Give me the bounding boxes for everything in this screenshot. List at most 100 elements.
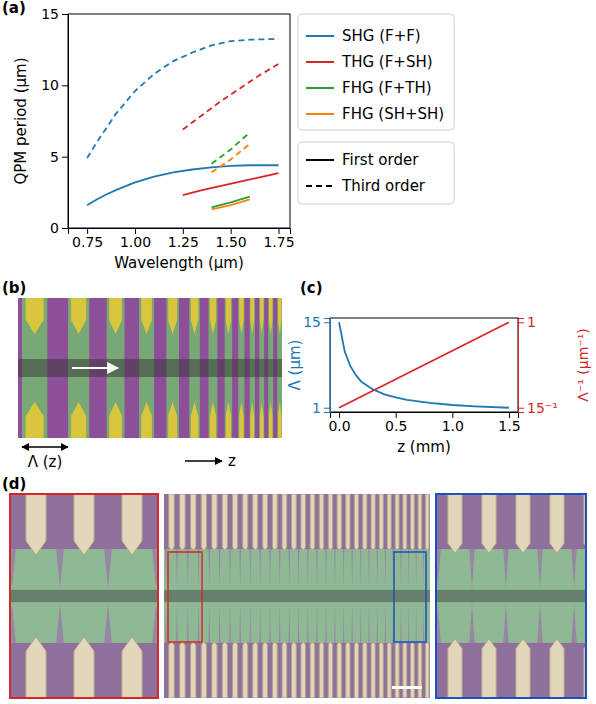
legend-box <box>298 142 454 204</box>
tick: 1.00 <box>120 228 151 250</box>
electrode <box>26 298 44 334</box>
electrode <box>292 494 297 550</box>
tick-label: 1 <box>312 400 321 416</box>
tick: 5 <box>50 149 68 165</box>
electrode <box>425 494 429 550</box>
axis: 1 15 <box>303 314 330 415</box>
legend-label: THG (F+SH) <box>341 53 433 71</box>
electrode <box>141 402 152 438</box>
electrode <box>74 494 94 555</box>
tick-mark <box>324 322 330 323</box>
electrode <box>282 494 287 551</box>
tick: 1 <box>518 314 536 330</box>
axis-line <box>331 413 519 419</box>
electrode <box>260 402 264 438</box>
tick-mark <box>62 14 68 15</box>
electrode <box>319 642 324 698</box>
tick-label: 1.50 <box>216 234 247 250</box>
axis-label: z <box>228 452 236 470</box>
period-arrow <box>22 446 68 447</box>
axis-title: QPM period (μm) <box>12 58 30 185</box>
electrode <box>201 494 206 551</box>
tick-label: 0.75 <box>72 234 103 250</box>
legend-box <box>298 14 454 130</box>
electrode <box>278 298 282 334</box>
series-line <box>212 199 250 209</box>
electrode <box>26 402 44 438</box>
tick-label: 0 <box>50 220 59 236</box>
electrode <box>168 298 177 334</box>
tick: 15 <box>41 6 68 22</box>
tick-mark <box>62 157 68 158</box>
electrode <box>233 494 238 551</box>
electrode <box>310 494 315 550</box>
figure: (a)0.751.001.251.501.75051015Wavelength … <box>0 0 596 704</box>
legend-swatch <box>306 35 334 37</box>
electrode <box>212 494 217 551</box>
electrode <box>74 637 94 698</box>
zoom-box <box>168 552 202 642</box>
tick-label: 15 <box>303 314 321 330</box>
domain-region <box>10 549 158 643</box>
tick: 1.50 <box>216 228 247 250</box>
electrode <box>226 298 231 334</box>
electrode <box>278 402 282 438</box>
tick: 1.75 <box>263 228 294 250</box>
axis-title: z (mm) <box>397 438 451 456</box>
tick-label: 1.25 <box>168 234 199 250</box>
electrode <box>337 642 341 698</box>
electrode <box>71 298 86 334</box>
electrode <box>222 494 227 551</box>
electrode <box>387 494 391 550</box>
tick: 1.25 <box>168 228 199 250</box>
electrode <box>239 402 243 438</box>
tick: 0 <box>50 220 68 236</box>
electrode <box>418 494 422 550</box>
electrode <box>301 642 306 698</box>
electrode <box>371 494 375 550</box>
tick-label: 1.5 <box>498 418 520 434</box>
tick-label: 0.0 <box>328 418 350 434</box>
electrode <box>71 402 86 438</box>
electrode <box>395 642 399 698</box>
axis: 051015 <box>41 6 68 236</box>
electrode <box>180 641 185 698</box>
electrode <box>243 641 248 698</box>
legend-label: FHG (F+TH) <box>342 79 432 97</box>
electrode <box>395 494 399 550</box>
series-line <box>212 144 250 173</box>
light-arrow <box>72 367 118 369</box>
period-label: Λ (z) <box>28 453 63 471</box>
tick: 15 <box>303 314 330 330</box>
legend-swatch <box>306 185 334 187</box>
legend-label: SHG (F+F) <box>342 27 421 45</box>
electrode <box>263 641 268 698</box>
legend-label: First order <box>342 151 419 169</box>
legend: SHG (F+F)THG (F+SH)FHG (F+TH)FHG (SH+SH)… <box>298 14 454 204</box>
electrode <box>239 298 243 334</box>
electrode <box>169 494 175 551</box>
tick: 0.0 <box>328 412 350 434</box>
electrode <box>363 494 367 550</box>
electrode <box>212 641 217 698</box>
electrode <box>310 642 315 698</box>
z-arrow <box>185 460 222 461</box>
axis-title: Λ (μm) <box>286 340 304 391</box>
electrode <box>243 494 248 551</box>
series-line <box>87 39 278 158</box>
electrode <box>222 641 227 698</box>
tick-mark <box>62 85 68 86</box>
tick-label: 1.75 <box>263 234 294 250</box>
tick-label: 1.00 <box>120 234 151 250</box>
electrode <box>319 494 324 550</box>
tick-label: 0.5 <box>385 418 407 434</box>
waveguide <box>18 359 282 377</box>
electrode <box>516 494 530 553</box>
plot-lines <box>87 39 278 209</box>
electrode <box>201 641 206 698</box>
panel-label: (c) <box>300 279 323 297</box>
electrode <box>328 642 332 698</box>
electrode <box>379 494 383 550</box>
electrode <box>109 402 122 438</box>
tick-mark <box>62 228 68 229</box>
